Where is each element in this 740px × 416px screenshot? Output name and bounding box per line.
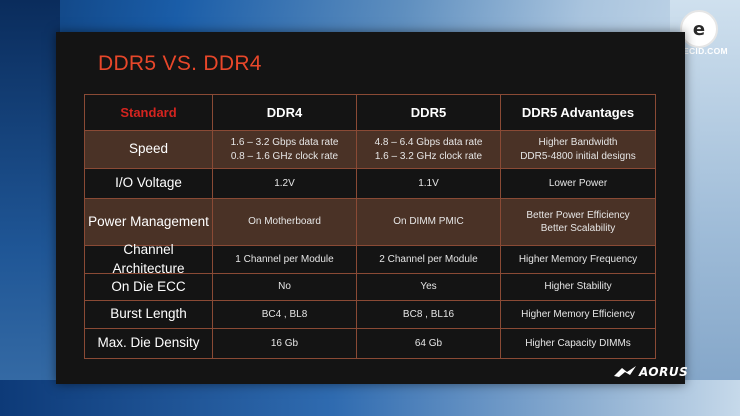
aorus-logo: AORUS <box>614 365 688 379</box>
site-logo-icon: e <box>680 10 718 48</box>
row-label-max-die-density: Max. Die Density <box>85 329 213 359</box>
cell-max-die-density-ddr5: 64 Gb <box>357 329 501 359</box>
comparison-table: Standard DDR4 DDR5 DDR5 Advantages Speed… <box>84 94 656 359</box>
cell-max-die-density-ddr4: 16 Gb <box>213 329 357 359</box>
cell-io-voltage-ddr5: 1.1V <box>357 169 501 199</box>
cell-on-die-ecc-ddr4: No <box>213 274 357 301</box>
cell-burst-length-ddr4: BC4 , BL8 <box>213 301 357 329</box>
header-standard: Standard <box>85 95 213 131</box>
slide-title: DDR5 VS. DDR4 <box>98 52 262 75</box>
row-label-channel-architecture: Channel Architecture <box>85 242 213 276</box>
cell-power-management-ddr4: On Motherboard <box>213 199 357 246</box>
row-label-power-management: Power Management <box>85 199 213 246</box>
aorus-eagle-icon <box>614 366 636 377</box>
header-ddr4: DDR4 <box>213 95 357 131</box>
cell-channel-architecture-ddr5: 2 Channel per Module <box>357 246 501 274</box>
row-label-io-voltage: I/O Voltage <box>85 169 213 199</box>
site-watermark-text: GECID.COM <box>676 46 728 56</box>
cell-power-management-ddr5: On DIMM PMIC <box>357 199 501 246</box>
cell-on-die-ecc-ddr5: Yes <box>357 274 501 301</box>
slide: DDR5 VS. DDR4 Standard DDR4 DDR5 DDR5 Ad… <box>56 32 688 384</box>
header-ddr5: DDR5 <box>357 95 501 131</box>
aorus-logo-text: AORUS <box>639 365 689 379</box>
cell-io-voltage-ddr4: 1.2V <box>213 169 357 199</box>
cell-burst-length-advantage: Higher Memory Efficiency <box>501 301 656 329</box>
site-watermark: e GECID.COM <box>664 6 732 58</box>
cell-io-voltage-advantage: Lower Power <box>501 169 656 199</box>
row-label-speed: Speed <box>85 131 213 169</box>
cell-channel-architecture-advantage: Higher Memory Frequency <box>501 246 656 274</box>
row-label-burst-length: Burst Length <box>85 301 213 329</box>
cell-channel-architecture-ddr4: 1 Channel per Module <box>213 246 357 274</box>
cell-speed-ddr4: 1.6 – 3.2 Gbps data rate 0.8 – 1.6 GHz c… <box>213 131 357 169</box>
cell-max-die-density-advantage: Higher Capacity DIMMs <box>501 329 656 359</box>
cell-power-management-advantage: Better Power Efficiency Better Scalabili… <box>501 199 656 246</box>
cell-speed-advantage: Higher Bandwidth DDR5-4800 initial desig… <box>501 131 656 169</box>
row-label-on-die-ecc: On Die ECC <box>85 274 213 301</box>
background-bottom-blur <box>0 380 740 416</box>
header-ddr5-advantages: DDR5 Advantages <box>501 95 656 131</box>
cell-on-die-ecc-advantage: Higher Stability <box>501 274 656 301</box>
cell-speed-ddr5: 4.8 – 6.4 Gbps data rate 1.6 – 3.2 GHz c… <box>357 131 501 169</box>
cell-burst-length-ddr5: BC8 , BL16 <box>357 301 501 329</box>
background-left-blur <box>0 0 60 416</box>
